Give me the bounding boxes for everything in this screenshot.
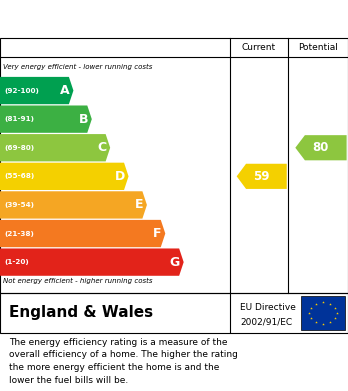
- Polygon shape: [0, 248, 184, 276]
- Text: (21-38): (21-38): [4, 231, 34, 237]
- Polygon shape: [0, 106, 92, 133]
- Text: Very energy efficient - lower running costs: Very energy efficient - lower running co…: [3, 63, 153, 70]
- Polygon shape: [0, 220, 165, 247]
- Text: E: E: [135, 199, 143, 212]
- Text: D: D: [114, 170, 125, 183]
- Text: (69-80): (69-80): [4, 145, 34, 151]
- Text: EU Directive: EU Directive: [240, 303, 296, 312]
- Text: G: G: [169, 256, 180, 269]
- FancyBboxPatch shape: [301, 296, 345, 330]
- Text: Current: Current: [242, 43, 276, 52]
- Text: The energy efficiency rating is a measure of the
overall efficiency of a home. T: The energy efficiency rating is a measur…: [9, 338, 238, 385]
- Text: (81-91): (81-91): [4, 116, 34, 122]
- Text: Potential: Potential: [298, 43, 338, 52]
- Polygon shape: [0, 77, 73, 104]
- Text: Not energy efficient - higher running costs: Not energy efficient - higher running co…: [3, 278, 153, 283]
- Text: (1-20): (1-20): [4, 259, 29, 265]
- Text: 80: 80: [313, 141, 329, 154]
- Polygon shape: [0, 134, 110, 161]
- Text: C: C: [97, 141, 106, 154]
- Text: England & Wales: England & Wales: [9, 305, 153, 321]
- Polygon shape: [237, 164, 287, 189]
- Polygon shape: [0, 191, 147, 219]
- Polygon shape: [0, 163, 128, 190]
- Text: (92-100): (92-100): [4, 88, 39, 93]
- Text: Energy Efficiency Rating: Energy Efficiency Rating: [10, 11, 232, 27]
- Text: B: B: [79, 113, 88, 126]
- Text: 2002/91/EC: 2002/91/EC: [240, 317, 292, 326]
- Text: 59: 59: [253, 170, 270, 183]
- Polygon shape: [295, 135, 347, 160]
- Text: (39-54): (39-54): [4, 202, 34, 208]
- Text: A: A: [60, 84, 70, 97]
- Text: (55-68): (55-68): [4, 173, 34, 179]
- Text: F: F: [153, 227, 161, 240]
